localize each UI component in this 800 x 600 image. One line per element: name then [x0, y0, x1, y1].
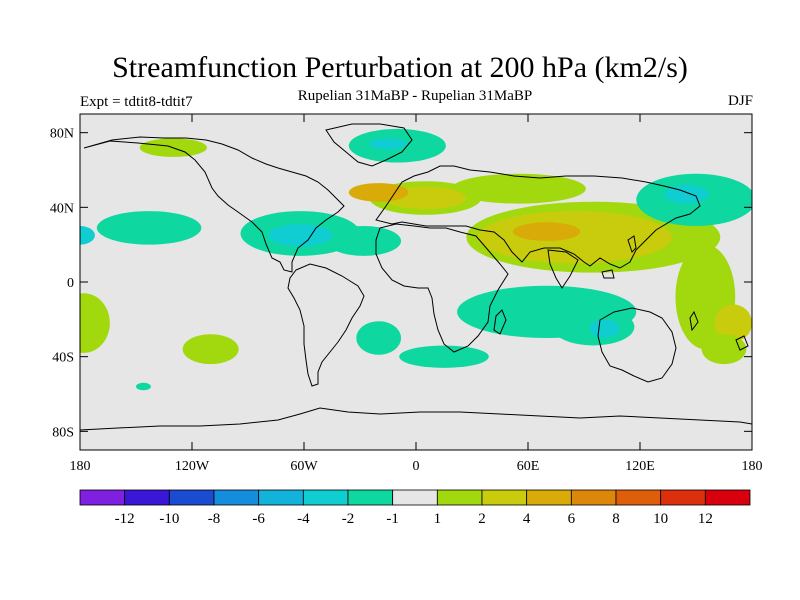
- coastline-africa: [375, 223, 509, 353]
- colorbar-label: 1: [434, 511, 442, 527]
- contour-region-26: [399, 345, 489, 368]
- x-tick-label: 120W: [175, 459, 210, 474]
- contour-region-17: [369, 138, 407, 150]
- colorbar-box-3: [213, 489, 260, 506]
- colorbar-box-2: [168, 489, 215, 506]
- contour-region-15: [268, 224, 332, 247]
- colorbar-label: -2: [342, 511, 355, 527]
- contour-region-0: [451, 173, 586, 204]
- x-tick-label: 180: [70, 459, 91, 474]
- colorbar-label: 8: [612, 511, 620, 527]
- x-axis: 180 120W 60W 0 60E 120E 180: [70, 114, 763, 474]
- colorbar-label: -10: [159, 511, 179, 527]
- colorbar-box-1: [124, 489, 170, 506]
- chart-subtitle: Rupelian 31MaBP - Rupelian 31MaBP: [297, 88, 533, 104]
- colorbar-box-14: [704, 489, 751, 506]
- coastline-north-america: [83, 136, 345, 273]
- contour-region-6: [513, 222, 581, 241]
- colorbar: -12 -10 -8 -6 -4 -2 -1 1 2 4 6 8 10 12: [79, 489, 751, 527]
- coastline-greenland: [325, 123, 413, 167]
- contour-region-27: [136, 382, 151, 391]
- contour-region-9: [701, 334, 747, 365]
- coastline-antarctica: [80, 407, 752, 431]
- contour-region-21: [664, 184, 710, 204]
- experiment-label: Expt = tdtit8-tdtit7: [80, 94, 193, 110]
- y-axis: 80N 40N 0 40S 80S: [50, 127, 752, 440]
- x-tick-label: 0: [413, 459, 420, 474]
- contour-region-24: [589, 319, 620, 338]
- colorbar-label: 4: [523, 511, 531, 527]
- coastline-south-america: [287, 263, 365, 387]
- coastline-layer: [80, 123, 752, 431]
- colorbar-box-4: [258, 489, 304, 506]
- x-tick-label: 120E: [625, 459, 655, 474]
- chart-title: Streamfunction Perturbation at 200 hPa (…: [112, 51, 688, 84]
- y-tick-label: 40S: [52, 351, 74, 366]
- y-tick-label: 40N: [50, 201, 74, 216]
- season-label: DJF: [727, 93, 753, 109]
- colorbar-box-0: [79, 489, 126, 506]
- contour-region-25: [356, 321, 402, 355]
- colorbar-box-10: [526, 489, 572, 506]
- colorbar-label: -1: [386, 511, 399, 527]
- coastline-australia: [597, 307, 677, 383]
- y-tick-label: 0: [67, 276, 74, 291]
- coastline-india: [547, 249, 579, 289]
- contour-region-3: [348, 183, 409, 202]
- colorbar-label: 2: [478, 511, 486, 527]
- colorbar-box-13: [660, 489, 706, 506]
- colorbar-label: -8: [208, 511, 221, 527]
- coastline-eurasia: [375, 165, 701, 269]
- y-tick-label: 80S: [52, 425, 74, 440]
- map-background: [80, 114, 752, 450]
- x-tick-label: 60W: [290, 459, 318, 474]
- coastline-madagascar: [493, 309, 507, 335]
- colorbar-box-5: [302, 489, 349, 506]
- colorbar-box-7: [392, 489, 438, 506]
- contour-region-19: [80, 226, 95, 245]
- colorbar-label: 12: [698, 511, 713, 527]
- contour-fill-layer: [80, 128, 752, 391]
- colorbar-box-12: [615, 489, 662, 506]
- colorbar-label: -12: [115, 511, 135, 527]
- contour-region-8: [714, 304, 752, 342]
- colorbar-box-11: [570, 489, 617, 506]
- colorbar-label: -4: [297, 511, 310, 527]
- contour-region-11: [182, 334, 239, 365]
- contour-region-14: [326, 226, 402, 256]
- colorbar-label: -6: [252, 511, 265, 527]
- colorbar-box-9: [481, 489, 528, 506]
- colorbar-label: 10: [653, 511, 668, 527]
- contour-region-5: [477, 211, 672, 264]
- y-tick-label: 80N: [50, 127, 74, 142]
- coastline-islands: [601, 235, 749, 351]
- colorbar-label: 6: [568, 511, 576, 527]
- x-tick-label: 180: [742, 459, 763, 474]
- contour-region-18: [96, 211, 202, 245]
- x-tick-label: 60E: [517, 459, 540, 474]
- contour-region-10: [80, 293, 110, 353]
- colorbar-box-6: [347, 489, 394, 506]
- colorbar-box-8: [436, 489, 483, 506]
